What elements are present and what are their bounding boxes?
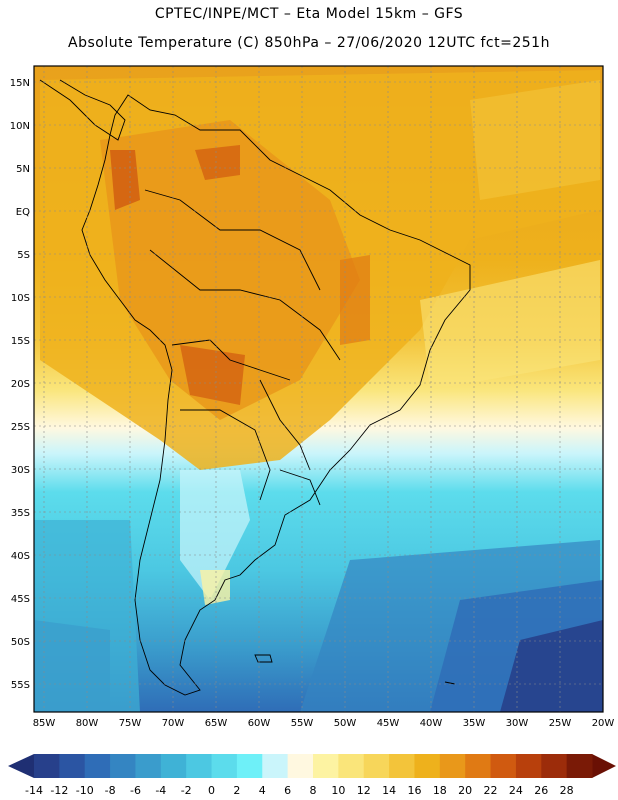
longitude-label: 45W — [377, 718, 400, 729]
colorbar-swatch — [186, 754, 213, 778]
colorbar-label: 26 — [534, 784, 548, 797]
latitude-label: 10S — [11, 293, 30, 304]
colorbar-label: -2 — [181, 784, 192, 797]
colorbar-left-arrow — [8, 754, 34, 778]
longitude-label: 85W — [33, 718, 56, 729]
colorbar-label: 4 — [259, 784, 266, 797]
colorbar-swatch — [135, 754, 162, 778]
longitude-label: 70W — [162, 718, 185, 729]
colorbar-label: -4 — [155, 784, 166, 797]
longitude-label: 80W — [76, 718, 99, 729]
longitude-label: 30W — [506, 718, 529, 729]
colorbar-label: -6 — [130, 784, 141, 797]
longitude-label: 55W — [291, 718, 314, 729]
latitude-label: 40S — [11, 551, 30, 562]
colorbar-label: 24 — [509, 784, 523, 797]
latitude-label: 35S — [11, 508, 30, 519]
colorbar-label: 20 — [458, 784, 472, 797]
colorbar-swatch — [566, 754, 593, 778]
colorbar-swatch — [59, 754, 86, 778]
colorbar-swatch — [490, 754, 517, 778]
colorbar-swatch — [287, 754, 314, 778]
longitude-labels: 85W 80W 75W 70W 65W 60W 55W 50W 45W 40W 35W 30W 25W 2… — [33, 718, 615, 729]
colorbar-swatch — [439, 754, 466, 778]
longitude-label: 25W — [549, 718, 572, 729]
map-subtitle: Absolute Temperature (C) 850hPa – 27/06/… — [68, 35, 550, 51]
colorbar-swatch — [262, 754, 289, 778]
latitude-label: 5N — [16, 164, 30, 175]
colorbar-label: 18 — [433, 784, 447, 797]
colorbar-swatch — [389, 754, 415, 778]
colorbar-swatch — [414, 754, 441, 778]
colorbar-label: 28 — [560, 784, 574, 797]
latitude-label: 45S — [11, 594, 30, 605]
latitude-label: 55S — [11, 680, 30, 691]
colorbar-swatch — [110, 754, 136, 778]
longitude-label: 35W — [463, 718, 486, 729]
colorbar-swatch — [84, 754, 111, 778]
map-title: CPTEC/INPE/MCT – Eta Model 15km – GFS — [154, 6, 464, 22]
temperature-field — [34, 66, 603, 712]
colorbar-label: -14 — [25, 784, 43, 797]
colorbar-swatch — [236, 754, 263, 778]
colorbar-label: -10 — [76, 784, 94, 797]
colorbar-label: 10 — [331, 784, 345, 797]
colorbar-label: 14 — [382, 784, 396, 797]
latitude-label: 15N — [10, 78, 30, 89]
colorbar-swatch — [363, 754, 390, 778]
latitude-label: 30S — [11, 465, 30, 476]
colorbar-label: 0 — [208, 784, 215, 797]
colorbar-swatch — [160, 754, 187, 778]
latitude-label: 50S — [11, 637, 30, 648]
colorbar: -14 -12 -10 -8 -6 -4 -2 0 2 4 6 8 10 12 14 16 18 20 22 24 26… — [8, 754, 616, 797]
latitude-label: EQ — [16, 207, 30, 218]
colorbar-swatch — [313, 754, 339, 778]
longitude-label: 40W — [420, 718, 443, 729]
colorbar-label: 2 — [233, 784, 240, 797]
colorbar-swatch — [211, 754, 238, 778]
colorbar-label: -8 — [105, 784, 116, 797]
latitude-label: 5S — [17, 250, 30, 261]
colorbar-swatch — [515, 754, 542, 778]
longitude-label: 75W — [119, 718, 142, 729]
colorbar-swatch — [338, 754, 365, 778]
longitude-label: 20W — [592, 718, 615, 729]
colorbar-swatch — [541, 754, 568, 778]
latitude-labels: 15N 10N 5N EQ 5S 10S 15S 20S 25S 30S 35S 40S 45S 50S 5… — [10, 78, 30, 691]
colorbar-label: 8 — [310, 784, 317, 797]
colorbar-swatch — [34, 754, 60, 778]
colorbar-label: 6 — [284, 784, 291, 797]
colorbar-swatch — [465, 754, 492, 778]
latitude-label: 20S — [11, 379, 30, 390]
colorbar-label: -12 — [50, 784, 68, 797]
latitude-label: 15S — [11, 336, 30, 347]
longitude-label: 60W — [248, 718, 271, 729]
colorbar-label: 22 — [484, 784, 498, 797]
colorbar-label: 12 — [357, 784, 371, 797]
latitude-label: 25S — [11, 422, 30, 433]
colorbar-right-arrow — [592, 754, 616, 778]
latitude-label: 10N — [10, 121, 30, 132]
colorbar-label: 16 — [407, 784, 421, 797]
longitude-label: 50W — [334, 718, 357, 729]
map-frame — [33, 65, 604, 713]
longitude-label: 65W — [205, 718, 228, 729]
coastline — [39, 79, 471, 696]
